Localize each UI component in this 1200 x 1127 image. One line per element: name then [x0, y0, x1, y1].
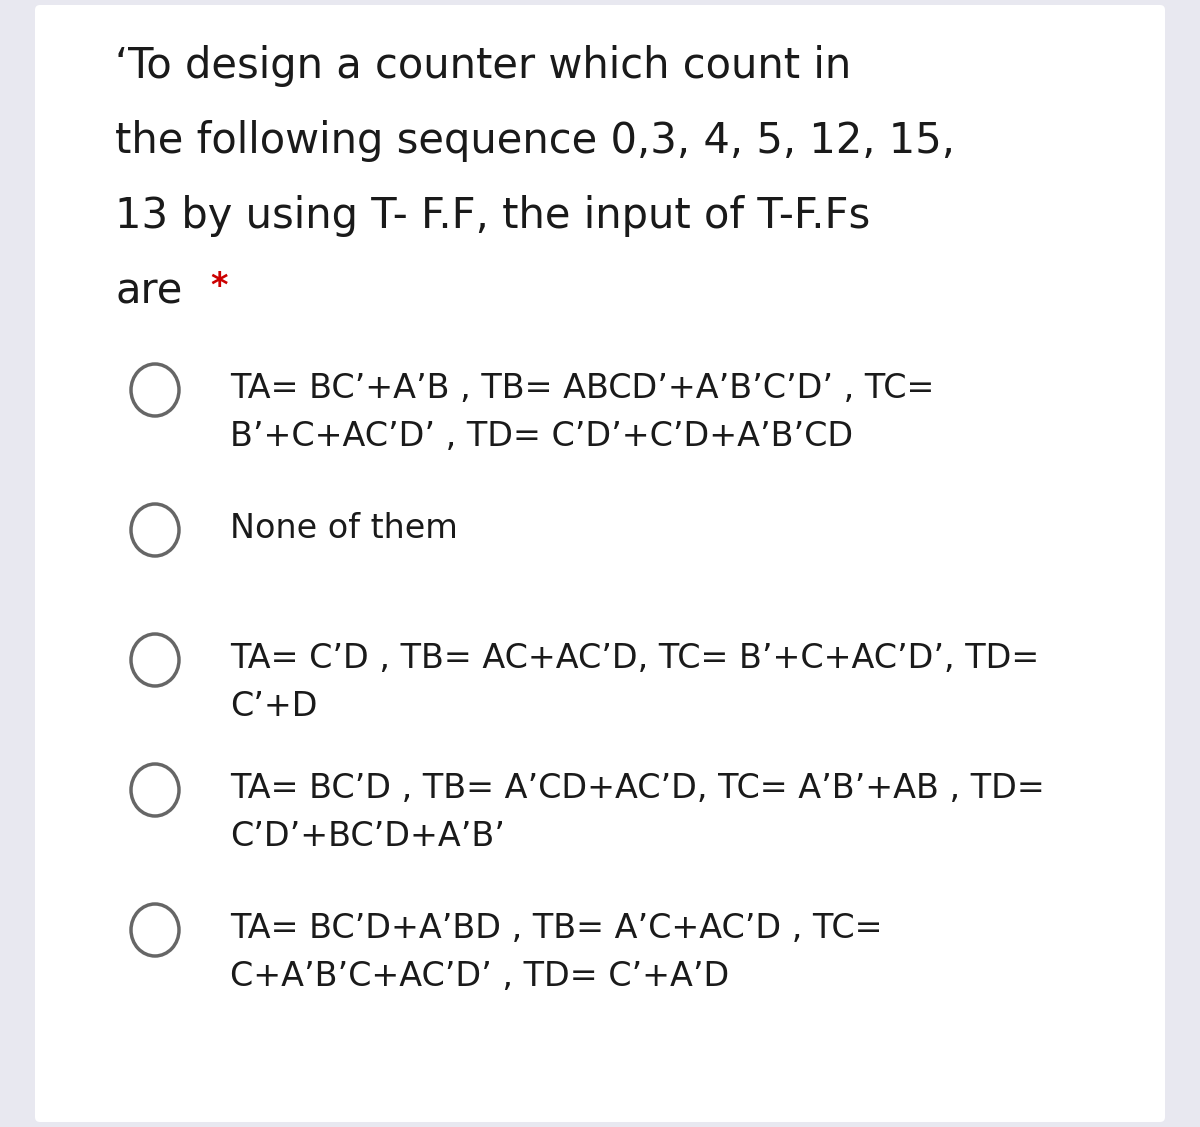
Text: B’+C+AC’D’ , TD= C’D’+C’D+A’B’CD: B’+C+AC’D’ , TD= C’D’+C’D+A’B’CD — [230, 420, 853, 453]
Text: the following sequence 0,3, 4, 5, 12, 15,: the following sequence 0,3, 4, 5, 12, 15… — [115, 119, 955, 162]
Text: TA= C’D , TB= AC+AC’D, TC= B’+C+AC’D’, TD=: TA= C’D , TB= AC+AC’D, TC= B’+C+AC’D’, T… — [230, 642, 1039, 675]
Text: ‘To design a counter which count in: ‘To design a counter which count in — [115, 45, 851, 87]
Text: C+A’B’C+AC’D’ , TD= C’+A’D: C+A’B’C+AC’D’ , TD= C’+A’D — [230, 960, 730, 993]
Text: None of them: None of them — [230, 512, 458, 545]
Text: C’+D: C’+D — [230, 690, 318, 724]
Text: 13 by using T- F.F, the input of T-F.Fs: 13 by using T- F.F, the input of T-F.Fs — [115, 195, 870, 237]
Text: TA= BC’D+A’BD , TB= A’C+AC’D , TC=: TA= BC’D+A’BD , TB= A’C+AC’D , TC= — [230, 912, 882, 946]
Text: TA= BC’+A’B , TB= ABCD’+A’B’C’D’ , TC=: TA= BC’+A’B , TB= ABCD’+A’B’C’D’ , TC= — [230, 372, 935, 405]
Text: TA= BC’D , TB= A’CD+AC’D, TC= A’B’+AB , TD=: TA= BC’D , TB= A’CD+AC’D, TC= A’B’+AB , … — [230, 772, 1045, 805]
Text: are: are — [115, 270, 182, 312]
FancyBboxPatch shape — [35, 5, 1165, 1122]
Text: *: * — [210, 270, 228, 303]
Text: C’D’+BC’D+A’B’: C’D’+BC’D+A’B’ — [230, 820, 505, 853]
